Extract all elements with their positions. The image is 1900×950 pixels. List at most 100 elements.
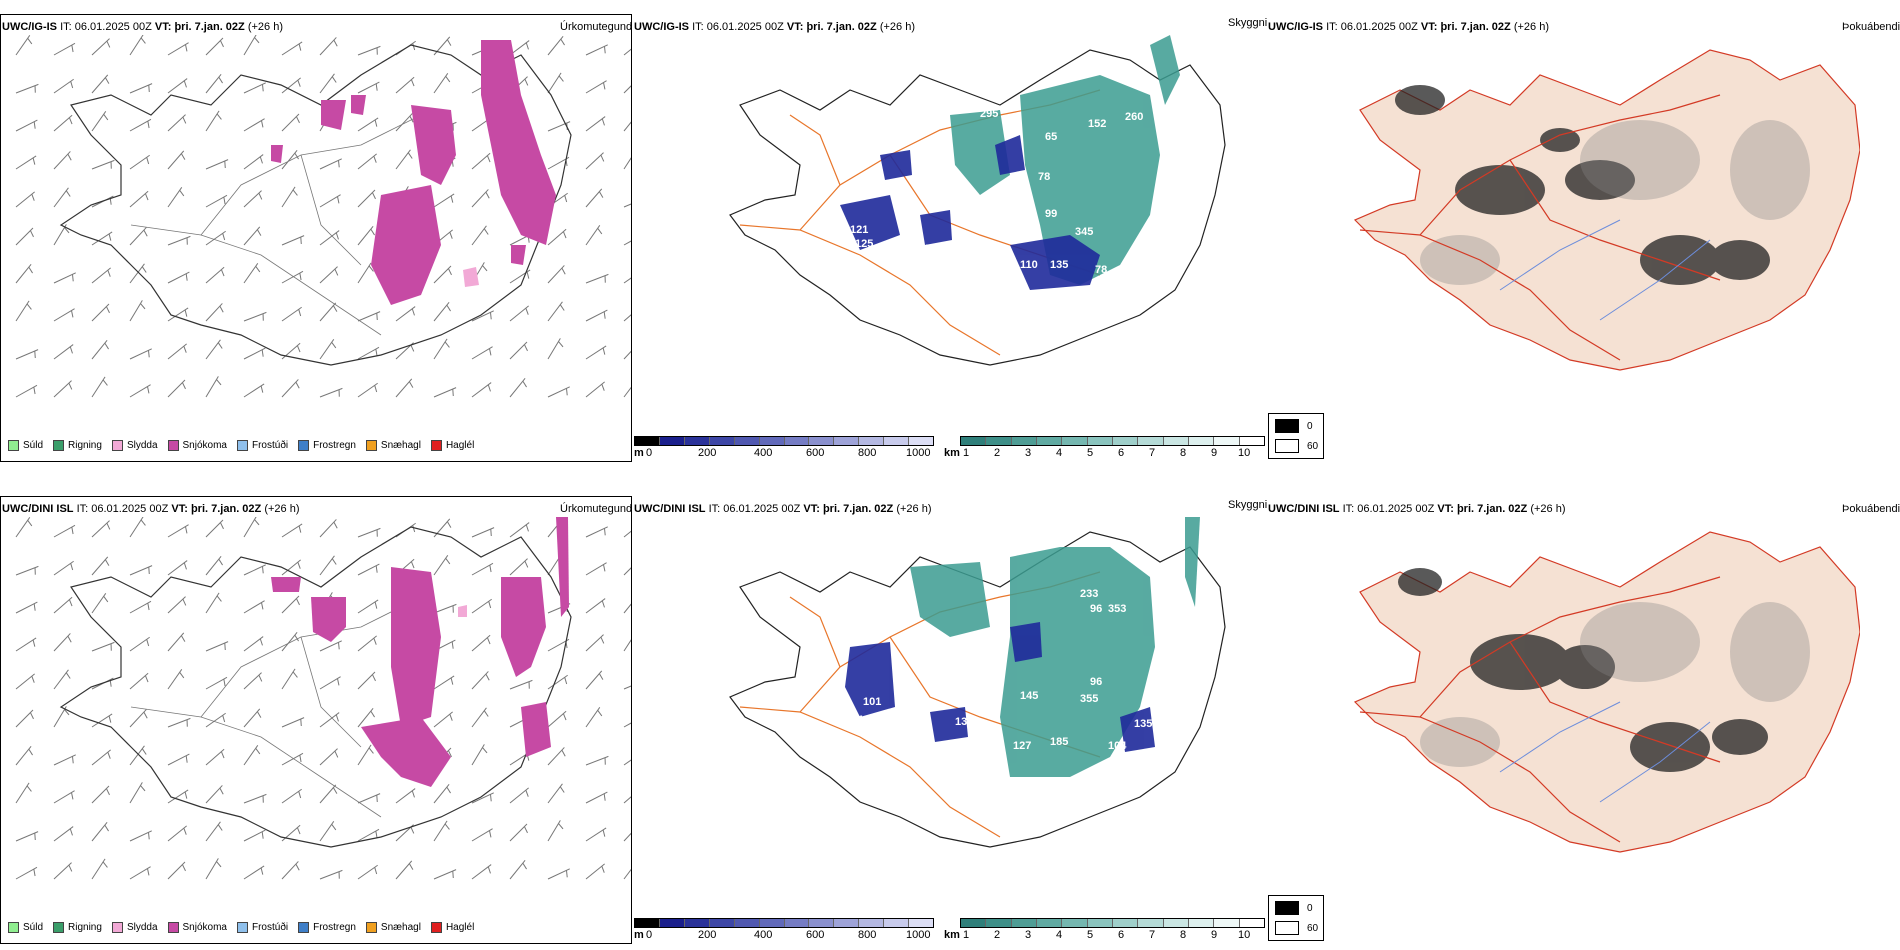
wind-barb-flag xyxy=(261,831,264,839)
wind-barb-flag xyxy=(140,785,146,792)
wind-barb-flag xyxy=(300,236,302,245)
wind-barb-flag xyxy=(216,379,222,386)
wind-barb xyxy=(53,344,74,360)
cloud-label: 121 xyxy=(850,224,868,236)
wind-barb-flag xyxy=(103,595,109,603)
tick-label: 600 xyxy=(806,929,825,941)
tick-label: 0 xyxy=(646,447,653,459)
wind-barb-flag xyxy=(411,308,415,316)
wind-barb xyxy=(623,277,631,284)
header-precip-bottom: UWC/DINI ISL IT: 06.01.2025 00Z VT: þri.… xyxy=(2,503,300,515)
wind-barb-flag xyxy=(260,602,264,610)
wind-barb xyxy=(205,712,226,728)
wind-barb xyxy=(433,711,453,728)
visibility-colorbar-top xyxy=(960,436,1265,446)
wind-barb-flag xyxy=(69,828,73,836)
wind-barb xyxy=(623,157,631,170)
wind-barb-flag xyxy=(558,75,564,82)
wind-barb-flag xyxy=(71,756,74,764)
map-visibility-top: 295 152 260 65 78 99 345 121 125 128 182… xyxy=(729,35,1226,366)
tick-label: 2 xyxy=(994,447,1001,459)
wind-barb-flag xyxy=(184,44,188,52)
wind-barb-flag xyxy=(446,39,452,46)
tick-label: 400 xyxy=(754,929,773,941)
cloud-labels: 233 96 353 145 96 355 101 108 132 127 18… xyxy=(858,588,1152,752)
wind-barb-flag xyxy=(299,755,302,763)
wind-barb-flag xyxy=(104,342,109,350)
wind-barb-flag xyxy=(260,867,264,875)
wind-barb xyxy=(15,709,34,728)
tick-label: 1 xyxy=(963,447,970,459)
wind-barb-flag xyxy=(146,386,150,394)
wind-barb-flag xyxy=(601,865,605,873)
sleet-area xyxy=(458,605,467,617)
cloud-label: 132 xyxy=(955,716,973,728)
wind-barb-flag xyxy=(451,641,454,649)
cloud-label: 152 xyxy=(1088,118,1106,130)
wind-barb xyxy=(15,866,38,880)
fog-patches xyxy=(1398,568,1768,772)
header-visibility-bottom: UWC/DINI ISL IT: 06.01.2025 00Z VT: þri.… xyxy=(634,503,932,515)
wind-barb xyxy=(357,864,378,880)
wind-barb xyxy=(357,189,376,208)
wind-barb-flag xyxy=(601,600,605,608)
wind-barb-flag xyxy=(258,192,263,200)
cloud-labels: 295 152 260 65 78 99 345 121 125 128 182… xyxy=(830,108,1189,276)
wind-barb xyxy=(319,519,337,538)
cloud-label: 185 xyxy=(1050,736,1068,748)
wind-barb-flag xyxy=(146,639,150,647)
wind-barb xyxy=(319,555,335,576)
wind-barb xyxy=(53,224,67,246)
cloud-label: 101 xyxy=(863,696,881,708)
wind-barb-flag xyxy=(68,864,73,872)
wind-barb-flag xyxy=(292,671,298,678)
wind-barb xyxy=(91,38,110,56)
wind-barb xyxy=(509,522,530,538)
tick-label: 6 xyxy=(1118,447,1125,459)
wind-barb-flag xyxy=(218,76,223,84)
coastline xyxy=(729,531,1226,848)
wind-barb-flag xyxy=(374,385,378,393)
wind-barb xyxy=(281,595,300,614)
wind-barb-flag xyxy=(108,715,112,723)
cloud-label: 135 xyxy=(1134,718,1152,730)
cloud-label: 78 xyxy=(1038,171,1050,183)
cloud-label: 108 xyxy=(858,714,876,726)
wind-barb xyxy=(167,596,186,614)
wind-barb xyxy=(91,520,110,538)
wind-barb xyxy=(243,263,259,284)
wind-barb-flag xyxy=(486,155,491,163)
wind-barb xyxy=(15,384,38,398)
legend-swatch xyxy=(8,922,19,933)
wind-barb-flag xyxy=(144,193,149,201)
wind-barb xyxy=(585,827,607,842)
wind-barb-flag xyxy=(105,788,110,796)
wind-barb xyxy=(243,672,262,690)
tick-label: 6 xyxy=(1118,929,1125,941)
title-fog-top: Þokuábendi xyxy=(1842,21,1900,33)
rivers xyxy=(1499,701,1711,803)
wind-barb-flag xyxy=(67,153,72,161)
wind-barb-flag xyxy=(410,79,415,87)
wind-barb-flag xyxy=(368,747,374,754)
wind-barb-flag xyxy=(261,566,264,574)
wind-barb-flag xyxy=(298,791,302,799)
wind-barb-flag xyxy=(412,525,416,533)
title-precip-top: Úrkomutegund xyxy=(560,21,633,33)
wind-barb-flag xyxy=(143,711,148,719)
wind-barb-flag xyxy=(143,229,148,237)
legend-item: Snæhagl xyxy=(365,922,421,933)
wind-barb xyxy=(623,832,631,842)
wind-barb xyxy=(15,227,34,246)
wind-barb-flag xyxy=(183,345,187,353)
wind-barb-flag xyxy=(294,152,299,160)
wind-barb-flag xyxy=(147,350,150,358)
wind-barb xyxy=(167,560,188,576)
wind-barb xyxy=(357,671,376,690)
wind-barb-flag xyxy=(185,755,188,763)
tick-label: 3 xyxy=(1025,929,1032,941)
wind-barb xyxy=(623,567,631,576)
rivers xyxy=(1499,219,1711,321)
legend-item: Frostregn xyxy=(298,440,356,451)
wind-barb-flag xyxy=(219,40,224,48)
